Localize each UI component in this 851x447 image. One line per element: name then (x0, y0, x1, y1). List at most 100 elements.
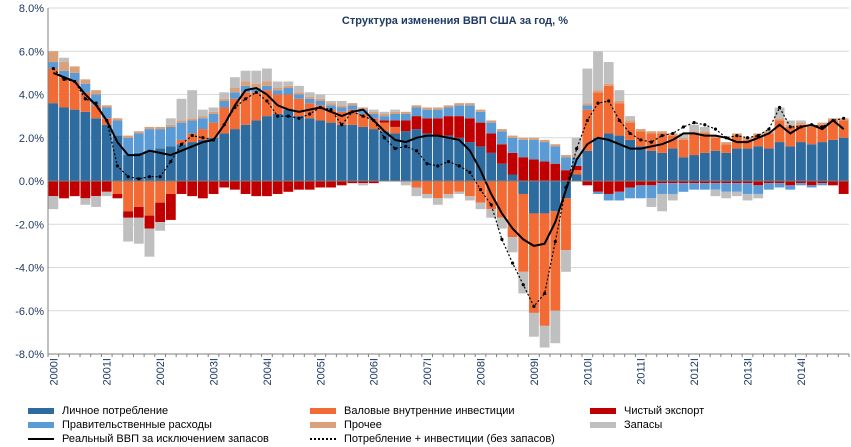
bar-segment (379, 116, 390, 121)
bar-segment (315, 94, 326, 99)
bar-segment (689, 181, 700, 184)
bar-segment (635, 146, 646, 181)
line-point (126, 175, 130, 179)
bar-segment (368, 113, 379, 119)
bar-segment (582, 150, 593, 181)
bar-segment (197, 118, 208, 130)
bar-segment (731, 148, 742, 181)
bar-segment (422, 118, 433, 134)
bar-segment (571, 174, 582, 181)
bar-segment (294, 92, 304, 95)
bar-segment (123, 181, 134, 212)
bar-segment (411, 105, 422, 108)
bar-segment (336, 124, 347, 181)
bar-segment (507, 135, 518, 138)
bar-segment (796, 122, 806, 125)
bar-segment (785, 146, 796, 181)
bar-segment (561, 250, 571, 272)
bar-segment (635, 185, 646, 199)
bar-segment (390, 109, 401, 112)
line-series (51, 66, 846, 309)
x-tick-label: 2009I (529, 358, 541, 386)
bar-segment (326, 100, 336, 104)
bar-segment (304, 92, 315, 97)
bar-segment (347, 124, 358, 181)
bar-segment (678, 181, 689, 184)
line-point (756, 133, 760, 138)
bar-segment (411, 129, 422, 181)
bar-segment (379, 111, 390, 114)
bar-segment (368, 129, 379, 181)
bar-segment (390, 111, 401, 114)
bar-segment (197, 129, 208, 140)
bar-segment (646, 185, 657, 199)
bar-segment (828, 120, 838, 140)
legend-label-investment: Валовые внутренние инвестиции (344, 405, 515, 417)
bar-segment (464, 105, 475, 119)
bar-segment (59, 181, 69, 199)
bar-segment (165, 181, 176, 194)
bar-segment (646, 198, 657, 207)
bar-segment (603, 83, 614, 86)
bar-segment (774, 181, 785, 184)
y-tick-label: -8.0% (15, 349, 44, 361)
bar-segment (593, 181, 603, 192)
bar-segment (753, 146, 764, 181)
line-point (521, 283, 525, 287)
bar-segment (507, 174, 518, 181)
bar-segment (571, 170, 582, 175)
bar-segment (561, 170, 571, 181)
bar-segment (454, 191, 465, 194)
bar-segment (80, 198, 91, 205)
line-point (51, 66, 55, 71)
bar-segment (91, 105, 101, 119)
bar-segment (657, 181, 668, 184)
bar-segment (763, 133, 774, 149)
legend-label-inventories: Запасы (624, 419, 663, 431)
bar-segment (571, 137, 582, 156)
bar-segment (304, 103, 315, 119)
bar-segment (817, 122, 828, 125)
bar-segment (646, 131, 657, 134)
bar-segment (667, 181, 678, 184)
bar-segment (550, 146, 561, 164)
bar-segment (155, 222, 166, 231)
bar-segment (721, 181, 732, 184)
bar-segment (486, 122, 497, 134)
bar-segment (496, 144, 507, 164)
bar-segment (614, 191, 625, 201)
bar-segment (262, 85, 272, 91)
bar-segment (689, 133, 700, 156)
bar-segment (529, 139, 539, 160)
line-point (788, 125, 792, 129)
bar-segment (699, 183, 710, 190)
bar-segment (208, 111, 219, 114)
bar-segment (240, 181, 251, 194)
bar-segment (240, 124, 251, 181)
line-point (243, 97, 248, 101)
line-point (436, 164, 440, 168)
bar-segment (678, 133, 689, 138)
bar-segment (347, 109, 358, 125)
bar-segment (625, 116, 635, 121)
bar-segment (625, 181, 635, 188)
bar-segment (550, 211, 561, 311)
bar-segment (721, 183, 732, 192)
bar-segment (806, 126, 817, 145)
bar-segment (774, 118, 785, 121)
bar-segment (603, 133, 614, 181)
bar-segment (464, 103, 475, 106)
legend-label-consumption: Личное потребление (62, 405, 169, 417)
x-tick-label: 2011I (636, 358, 648, 385)
bar-segment (133, 131, 144, 134)
bar-segment (561, 157, 571, 171)
bar-segment (229, 92, 240, 99)
bar-segment (475, 109, 486, 112)
bar-segment (529, 159, 539, 181)
bar-segment (80, 111, 91, 181)
bar-segment (294, 85, 304, 93)
legend-line-real-gdp (28, 438, 54, 440)
bar-segment (112, 120, 123, 136)
bar-segment (368, 109, 379, 112)
bar-segment (657, 183, 668, 194)
